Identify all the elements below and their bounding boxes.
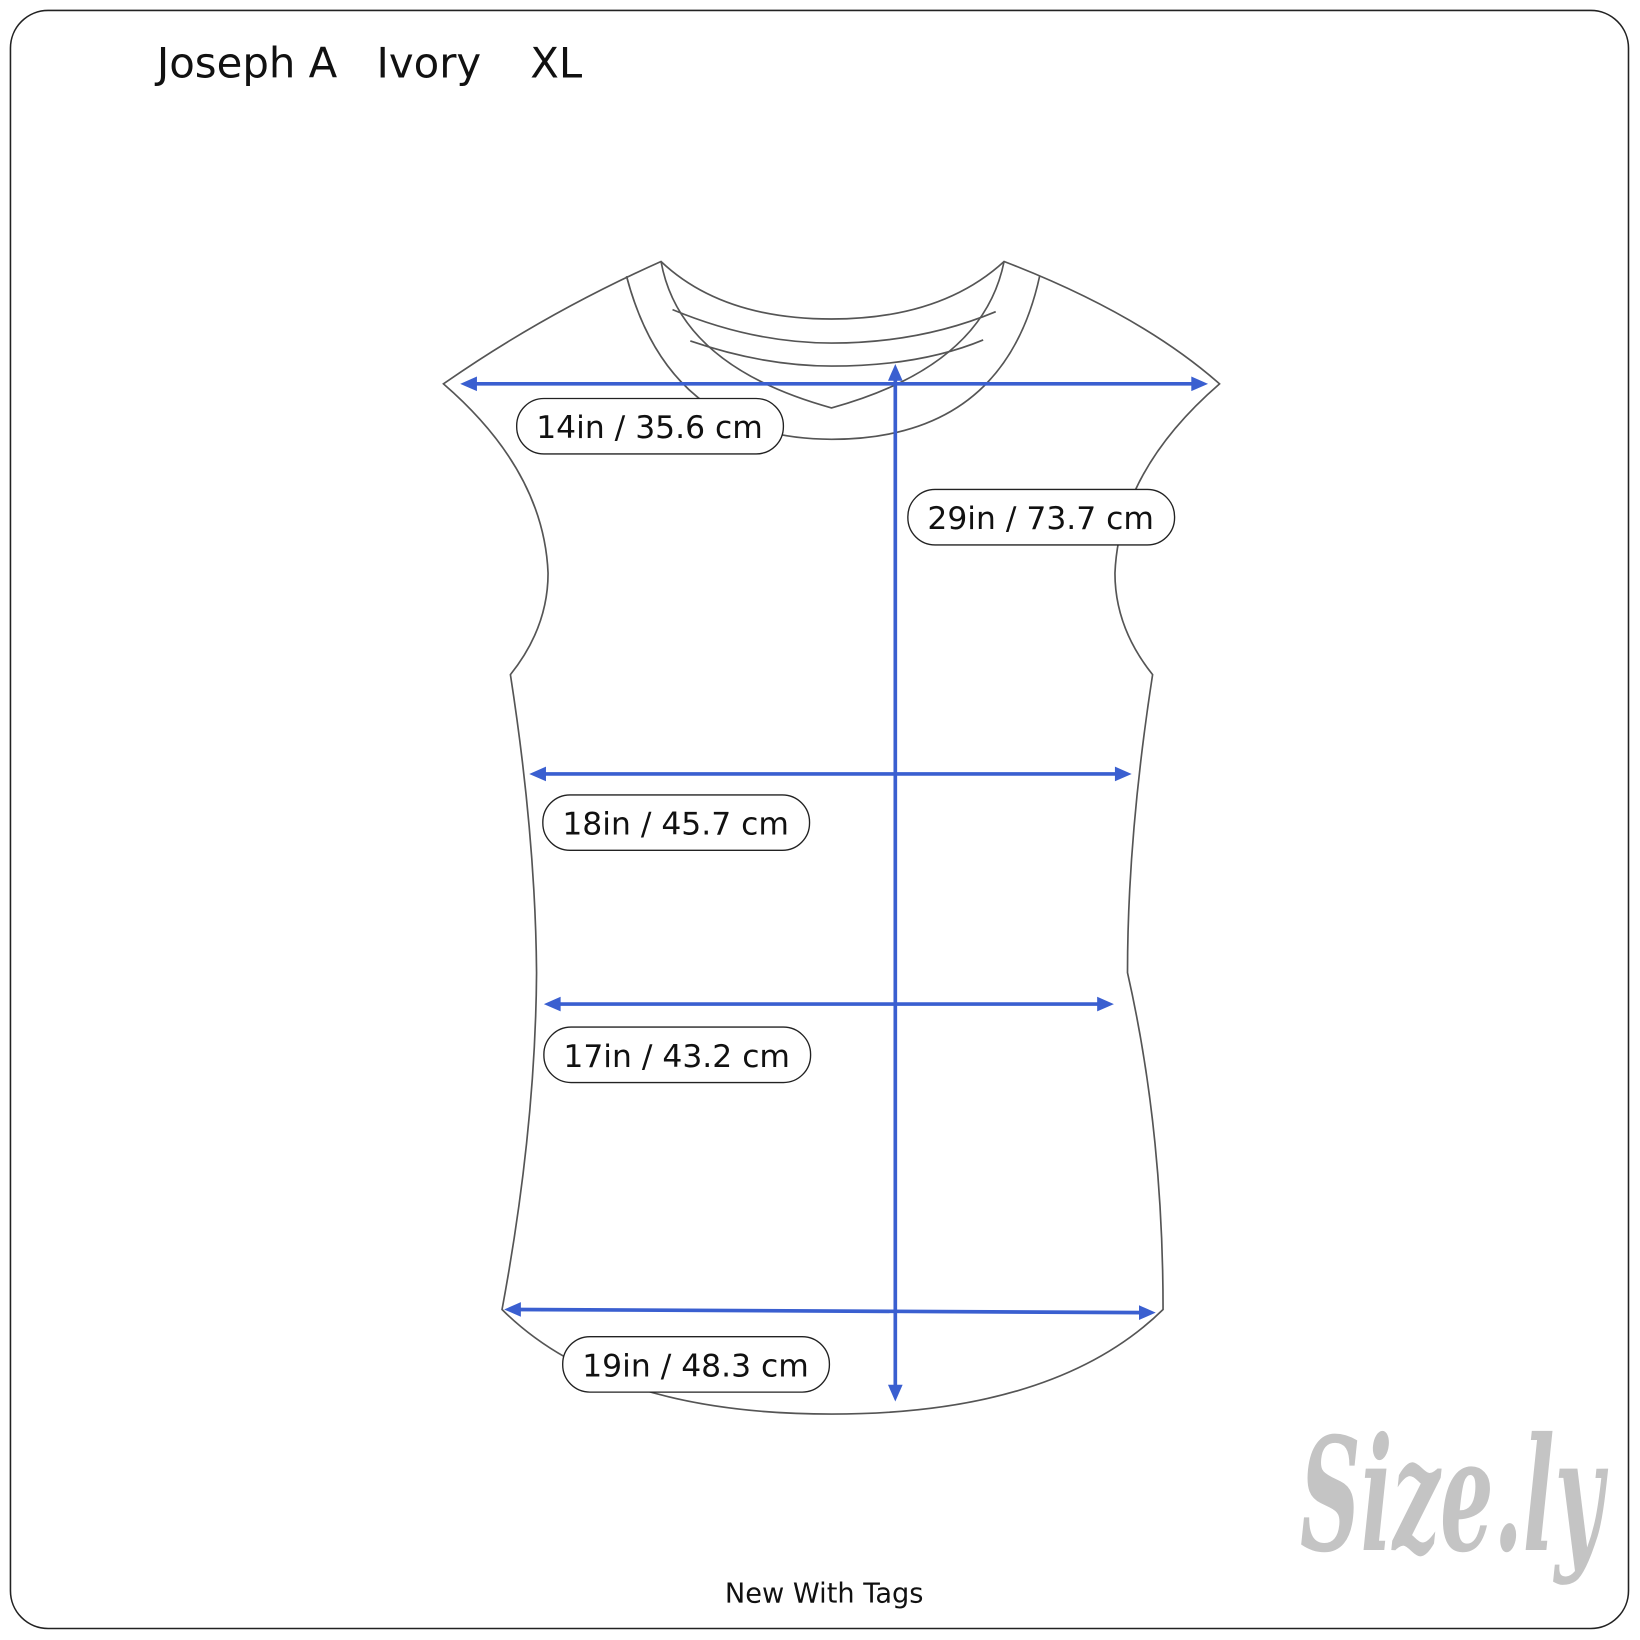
length-measurement: 29in / 73.7 cm — [907, 488, 1176, 546]
brand-label: Joseph A — [154, 38, 338, 87]
sizely-logo: Size.ly — [1300, 1403, 1609, 1587]
svg-text:29in / 73.7 cm: 29in / 73.7 cm — [927, 501, 1154, 537]
svg-text:17in / 43.2 cm: 17in / 43.2 cm — [563, 1039, 790, 1075]
hem-measurement: 19in / 48.3 cm — [562, 1336, 831, 1393]
svg-text:Size.ly: Size.ly — [1300, 1403, 1609, 1587]
card-border — [9, 9, 1630, 1630]
condition-label: New With Tags — [725, 1578, 924, 1609]
svg-text:14in / 35.6 cm: 14in / 35.6 cm — [536, 410, 763, 446]
svg-text:19in / 48.3 cm: 19in / 48.3 cm — [582, 1348, 809, 1384]
chest-measurement: 18in / 45.7 cm — [542, 794, 811, 852]
waist-measurement: 17in / 43.2 cm — [543, 1026, 812, 1084]
size-label: XL — [530, 38, 583, 87]
svg-text:18in / 45.7 cm: 18in / 45.7 cm — [562, 807, 789, 843]
color-label: Ivory — [377, 38, 482, 87]
measurement-arrows — [460, 363, 1209, 1402]
garment-outline — [442, 260, 1221, 1415]
shoulder-measurement: 14in / 35.6 cm — [516, 397, 785, 455]
